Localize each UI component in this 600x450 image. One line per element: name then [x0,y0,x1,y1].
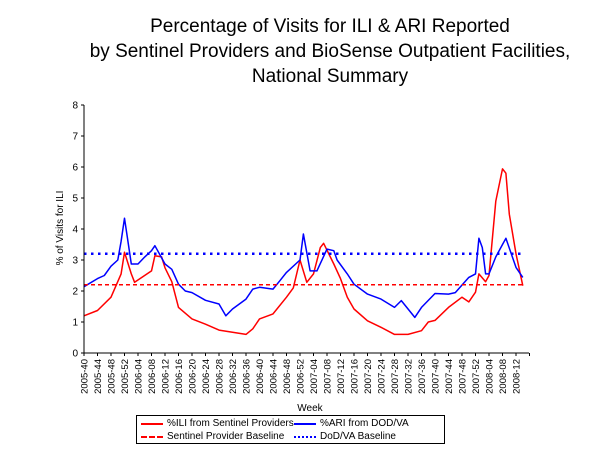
chart-title-line-2: by Sentinel Providers and BioSense Outpa… [89,41,571,62]
x-tick-label: 2007-40 [431,359,442,394]
legend-label: %ARI from DOD/VA [320,418,409,429]
legend-item-dodva-baseline: DoD/VA Baseline [294,431,396,442]
x-tick-label: 2005-48 [107,359,118,394]
x-tick-label: 2007-08 [323,359,334,394]
legend-label: %ILI from Sentinel Providers [167,418,294,429]
x-tick-label: 2006-16 [174,359,185,394]
x-tick-label: 2007-12 [336,359,347,394]
x-tick-label: 2007-52 [471,359,482,394]
x-tick-label: 2006-28 [215,359,226,394]
x-tick-label: 2007-32 [404,359,415,394]
x-tick-label: 2008-04 [485,359,496,394]
x-tick-label: 2008-12 [512,359,523,394]
y-tick-label: 7 [72,132,78,143]
legend-label: DoD/VA Baseline [320,431,396,442]
x-axis-label: Week [297,403,323,414]
x-tick-label: 2007-20 [363,359,374,394]
x-tick-label: 2006-40 [255,359,266,394]
series-line-1 [83,217,524,319]
y-tick-label: 1 [72,318,78,329]
y-axis-label: % of Visits for ILI [55,191,66,266]
x-tick-label: 2007-44 [444,359,455,394]
x-tick-label: 2007-28 [390,359,401,394]
y-tick-label: 0 [72,349,78,360]
x-tick-label: 2006-04 [134,359,145,394]
legend: %ILI from Sentinel Providers %ARI from D… [136,415,445,444]
x-tick-label: 2007-16 [350,359,361,394]
x-tick-label: 2006-44 [269,359,280,394]
x-tick-label: 2008-08 [498,359,509,394]
chart-title-line-3: National Summary [251,66,409,87]
chart-title-line-1: Percentage of Visits for ILI & ARI Repor… [150,16,510,37]
x-tick-label: 2006-12 [161,359,172,394]
x-tick-label: 2006-20 [188,359,199,394]
series-line-0 [83,168,524,336]
x-tick-label: 2006-08 [147,359,158,394]
y-tick-label: 6 [72,163,78,174]
x-tick-label: 2007-48 [458,359,469,394]
y-tick-label: 4 [72,225,78,236]
legend-label: Sentinel Provider Baseline [167,431,285,442]
y-tick-label: 2 [72,287,78,298]
x-tick-label: 2006-24 [201,359,212,394]
chart-title: Percentage of Visits for ILI & ARI Repor… [0,14,600,89]
x-tick-label: 2006-52 [296,359,307,394]
x-tick-label: 2006-36 [242,359,253,394]
legend-item-ari: %ARI from DOD/VA [294,418,409,429]
x-tick-label: 2007-24 [377,359,388,394]
x-tick-label: 2007-36 [417,359,428,394]
x-tick-label: 2007-04 [309,359,320,394]
x-tick-label: 2005-52 [120,359,131,394]
y-tick-label: 3 [72,256,78,267]
x-tick-label: 2005-40 [80,359,91,394]
x-tick-label: 2005-44 [93,359,104,394]
y-tick-label: 5 [72,194,78,205]
legend-item-sentinel-baseline: Sentinel Provider Baseline [141,431,284,442]
x-tick-label: 2006-48 [282,359,293,394]
y-tick-label: 8 [72,101,78,112]
x-tick-label: 2006-32 [228,359,239,394]
legend-item-ili: %ILI from Sentinel Providers [141,418,294,429]
